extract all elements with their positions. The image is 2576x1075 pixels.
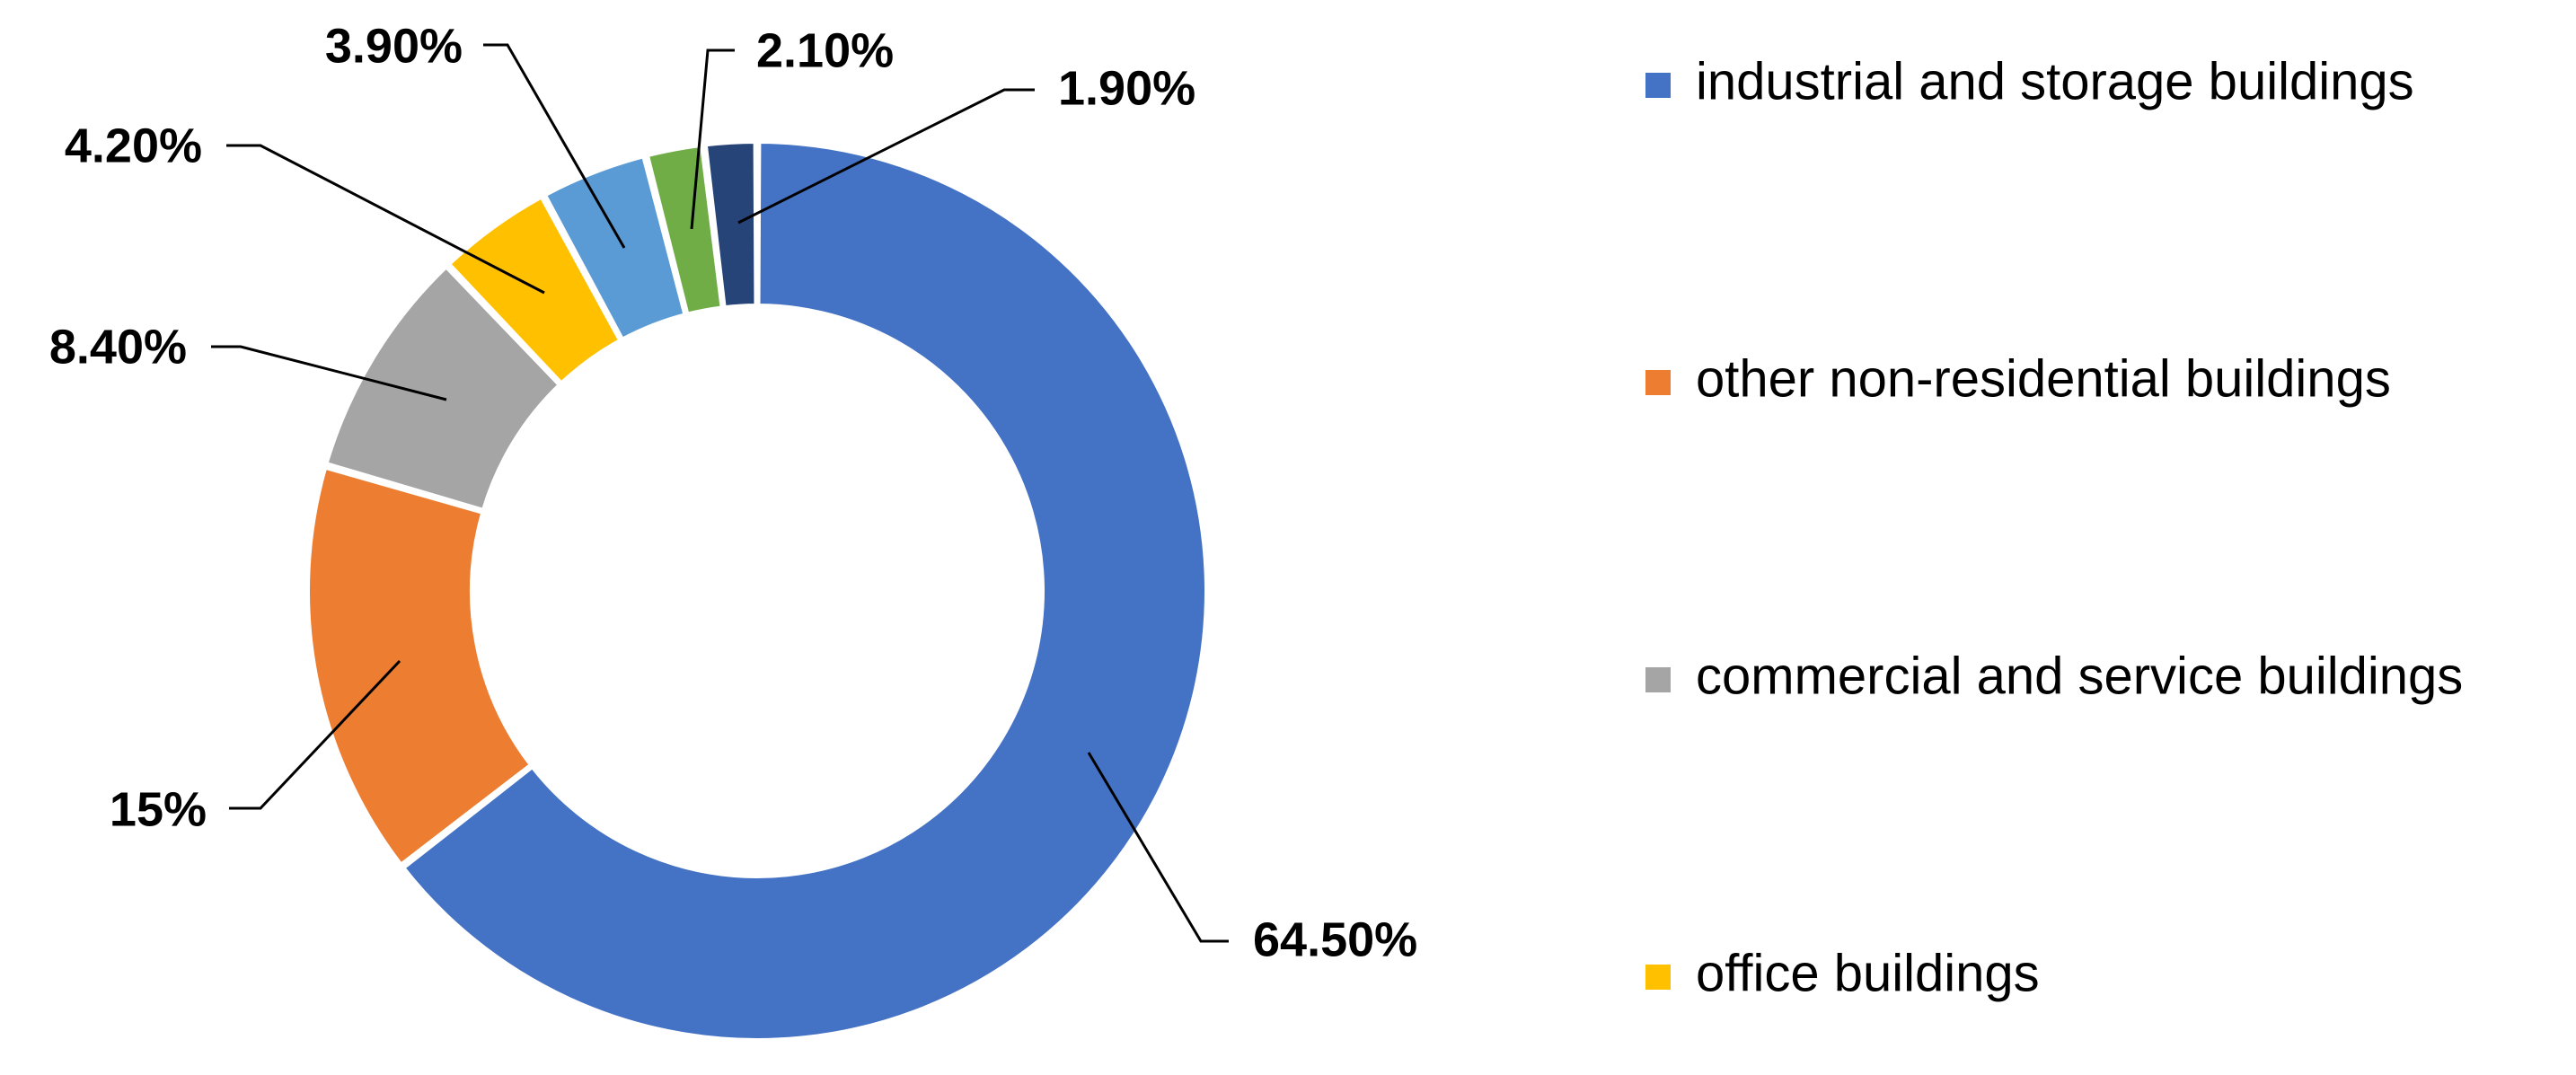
data-label: 4.20%	[65, 119, 202, 172]
slice-2-10pct	[645, 143, 724, 317]
slice-1-90pct	[703, 139, 758, 310]
data-label: 8.40%	[49, 320, 187, 374]
chart-legend: industrial and storage buildings other no…	[1645, 52, 2463, 1002]
legend-label-office-buildings: office buildings	[1696, 944, 2040, 1002]
leader-line	[226, 144, 545, 295]
leader-line	[690, 48, 735, 230]
legend-swatch-office-buildings	[1645, 965, 1671, 990]
leader-line	[483, 43, 626, 249]
slice-3-90pct	[543, 154, 687, 342]
legend-swatch-industrial-and-storage-buildings	[1645, 73, 1671, 98]
leader-line	[211, 345, 447, 401]
slice-4-20pct	[446, 194, 622, 386]
legend-swatch-other-non-residential-buildings	[1645, 370, 1671, 395]
leader-line	[229, 659, 401, 810]
slice-8-40pct	[324, 264, 562, 513]
legend-label-other-non-residential-buildings: other non-residential buildings	[1696, 349, 2391, 408]
leader-line	[737, 88, 1035, 225]
chart-slices	[306, 139, 1208, 1042]
slice-15pct	[306, 465, 534, 868]
legend-label-commercial-and-service-buildings: commercial and service buildings	[1696, 647, 2463, 705]
leader-lines	[211, 43, 1229, 943]
data-label: 2.10%	[756, 23, 894, 77]
legend-swatch-commercial-and-service-buildings	[1645, 667, 1671, 692]
data-label: 1.90%	[1058, 61, 1195, 115]
data-label: 15%	[110, 782, 207, 836]
legend-label-industrial-and-storage-buildings: industrial and storage buildings	[1696, 52, 2414, 110]
data-label: 64.50%	[1253, 912, 1417, 966]
data-labels: 64.50% 15% 8.40% 4.20% 3.90% 2.10% 1.90%	[49, 19, 1417, 966]
data-label: 3.90%	[325, 19, 463, 73]
slice-64-50pct	[401, 139, 1208, 1042]
leader-line	[1087, 752, 1229, 943]
